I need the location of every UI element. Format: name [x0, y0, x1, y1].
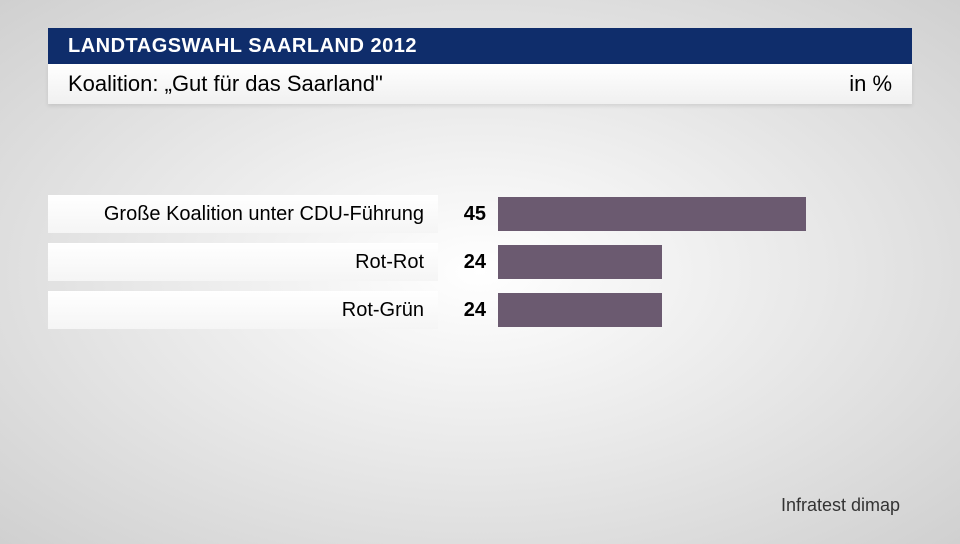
bar — [498, 245, 662, 279]
chart-row: Große Koalition unter CDU-Führung 45 — [48, 195, 912, 233]
bar-value: 24 — [438, 291, 498, 329]
unit-text: in % — [849, 71, 892, 97]
header-title: LANDTAGSWAHL SAARLAND 2012 — [68, 35, 417, 58]
bar-cell — [498, 195, 806, 233]
chart-area: Große Koalition unter CDU-Führung 45 Rot… — [48, 195, 912, 339]
bar-value: 45 — [438, 195, 498, 233]
bar — [498, 293, 662, 327]
subtitle-bar: Koalition: „Gut für das Saarland" in % — [48, 64, 912, 104]
bar-value: 24 — [438, 243, 498, 281]
bar-label: Rot-Grün — [48, 291, 438, 329]
bar-cell — [498, 243, 662, 281]
bar-label: Rot-Rot — [48, 243, 438, 281]
bar-label: Große Koalition unter CDU-Führung — [48, 195, 438, 233]
bar — [498, 197, 806, 231]
source-attribution: Infratest dimap — [781, 495, 900, 516]
header-bar: LANDTAGSWAHL SAARLAND 2012 — [48, 28, 912, 64]
bar-cell — [498, 291, 662, 329]
chart-row: Rot-Grün 24 — [48, 291, 912, 329]
chart-row: Rot-Rot 24 — [48, 243, 912, 281]
subtitle-text: Koalition: „Gut für das Saarland" — [68, 71, 383, 97]
